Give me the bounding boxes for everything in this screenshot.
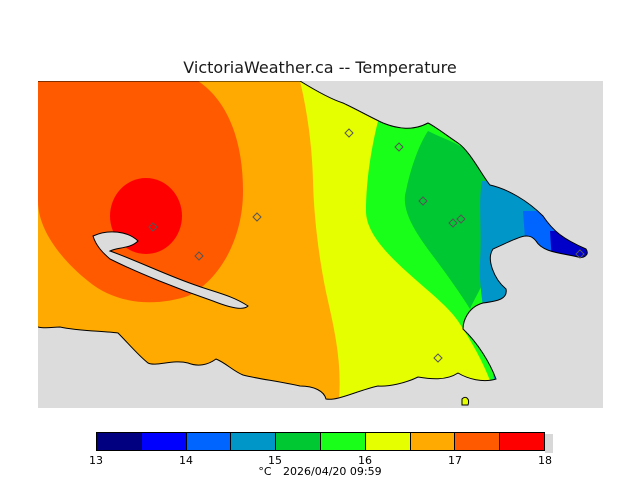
timestamp: 2026/04/20 09:59	[283, 465, 382, 478]
legend-swatch	[365, 433, 411, 450]
legend-shadow	[545, 434, 553, 453]
color-legend	[96, 432, 545, 451]
page-title: VictoriaWeather.ca -- Temperature	[183, 58, 457, 77]
temperature-map[interactable]	[38, 81, 603, 408]
station-marker-icon[interactable]	[252, 212, 262, 222]
legend-swatch	[231, 433, 277, 450]
legend-swatch	[186, 433, 232, 450]
legend-tick: 18	[538, 454, 552, 467]
coastline	[38, 81, 588, 400]
station-marker-icon[interactable]	[575, 249, 585, 259]
map-canvas	[38, 81, 603, 408]
legend-swatch	[97, 433, 142, 450]
station-marker-icon[interactable]	[194, 251, 204, 261]
legend-tick: 13	[89, 454, 103, 467]
harbour-inlet	[92, 231, 249, 309]
station-marker-icon[interactable]	[394, 142, 404, 152]
legend-swatch	[455, 433, 501, 450]
station-marker-icon[interactable]	[456, 214, 466, 224]
legend-tick: 16	[358, 454, 372, 467]
station-marker-icon[interactable]	[418, 196, 428, 206]
unit-label: °C	[258, 465, 272, 478]
legend-swatch	[276, 433, 321, 450]
legend-swatch	[141, 433, 187, 450]
station-marker-icon[interactable]	[448, 218, 458, 228]
station-marker-icon[interactable]	[344, 128, 354, 138]
footer: °C 2026/04/20 09:59	[0, 465, 640, 478]
legend-swatch	[500, 433, 544, 450]
station-marker-icon[interactable]	[148, 222, 158, 232]
legend-swatch	[320, 433, 366, 450]
legend-swatch	[410, 433, 456, 450]
station-marker-icon[interactable]	[433, 353, 443, 363]
island	[461, 396, 469, 406]
legend-tick: 17	[448, 454, 462, 467]
legend-tick: 15	[268, 454, 282, 467]
legend-tick: 14	[179, 454, 193, 467]
